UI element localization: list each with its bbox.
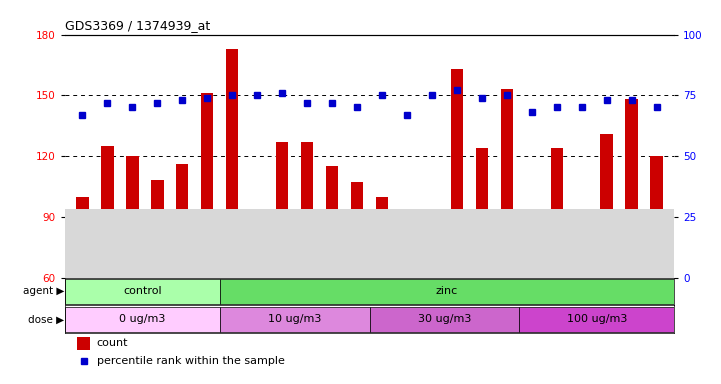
Text: 10 ug/m3: 10 ug/m3 <box>268 314 322 324</box>
Bar <box>351 182 363 278</box>
Bar <box>201 93 213 278</box>
Bar <box>369 307 519 332</box>
Bar <box>126 156 138 278</box>
Bar <box>650 156 663 278</box>
Text: percentile rank within the sample: percentile rank within the sample <box>97 356 285 366</box>
Bar <box>500 89 513 278</box>
Bar <box>601 134 613 278</box>
Bar <box>65 279 220 304</box>
Bar <box>101 146 114 278</box>
Text: 100 ug/m3: 100 ug/m3 <box>567 314 627 324</box>
Text: agent ▶: agent ▶ <box>23 286 64 296</box>
Bar <box>526 267 538 278</box>
Text: 30 ug/m3: 30 ug/m3 <box>417 314 471 324</box>
Bar <box>176 164 188 278</box>
Bar <box>401 215 413 278</box>
Text: zinc: zinc <box>435 286 458 296</box>
Bar <box>451 69 463 278</box>
Bar <box>575 253 588 278</box>
Bar <box>220 307 370 332</box>
Bar <box>65 307 220 332</box>
Bar <box>226 49 239 278</box>
Text: control: control <box>123 286 162 296</box>
Bar <box>76 197 89 278</box>
Bar <box>276 142 288 278</box>
Bar <box>65 210 674 278</box>
Bar <box>551 148 563 278</box>
Text: count: count <box>97 338 128 348</box>
Bar <box>77 337 90 350</box>
Bar <box>425 219 438 278</box>
Bar <box>519 307 674 332</box>
Bar <box>376 197 388 278</box>
Bar <box>220 279 674 304</box>
Bar <box>476 148 488 278</box>
Bar <box>251 223 263 278</box>
Bar <box>301 142 314 278</box>
Bar <box>625 99 638 278</box>
Text: 0 ug/m3: 0 ug/m3 <box>119 314 166 324</box>
Bar <box>326 166 338 278</box>
Bar <box>151 180 164 278</box>
Text: dose ▶: dose ▶ <box>28 314 64 324</box>
Text: GDS3369 / 1374939_at: GDS3369 / 1374939_at <box>65 19 210 32</box>
